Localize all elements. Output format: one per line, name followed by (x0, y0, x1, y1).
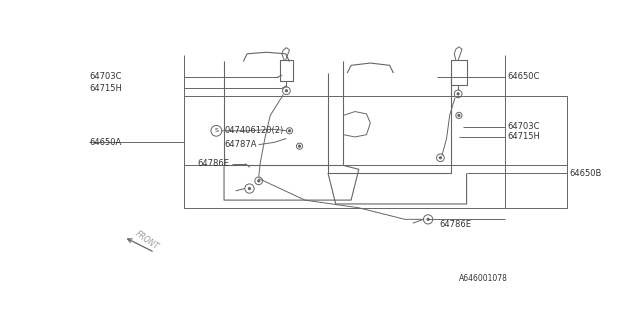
Circle shape (457, 93, 459, 95)
Text: FRONT: FRONT (134, 229, 160, 251)
Text: 64650A: 64650A (90, 138, 122, 147)
Text: 64715H: 64715H (90, 84, 122, 93)
Text: 64786E: 64786E (197, 159, 229, 168)
Circle shape (248, 188, 250, 189)
Circle shape (427, 219, 429, 220)
Circle shape (299, 145, 300, 147)
Circle shape (458, 115, 460, 116)
Text: 64650C: 64650C (508, 72, 540, 81)
Text: S: S (214, 128, 218, 133)
Text: 64650B: 64650B (569, 169, 602, 178)
Circle shape (289, 130, 291, 132)
Text: A646001078: A646001078 (459, 274, 508, 283)
Text: 64715H: 64715H (508, 132, 540, 141)
Text: 64703C: 64703C (508, 123, 540, 132)
Circle shape (440, 157, 442, 159)
Text: 64786E: 64786E (440, 220, 472, 229)
Circle shape (285, 90, 287, 92)
Circle shape (258, 180, 260, 182)
Text: 64787A: 64787A (225, 140, 257, 149)
Text: 047406120(2): 047406120(2) (225, 126, 284, 135)
Text: 64703C: 64703C (90, 72, 122, 81)
